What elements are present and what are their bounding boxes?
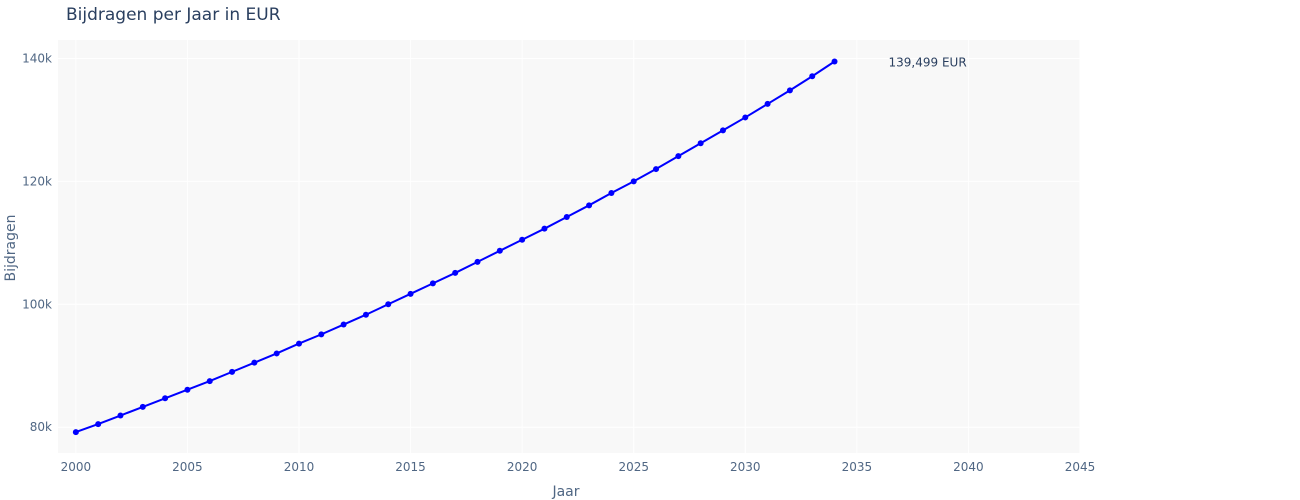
y-axis-title: Bijdragen xyxy=(3,215,19,282)
data-point xyxy=(452,269,459,276)
data-point xyxy=(675,153,682,160)
data-point xyxy=(251,359,258,366)
x-tick-label: 2005 xyxy=(172,460,203,474)
data-point xyxy=(229,368,236,375)
data-point xyxy=(586,202,593,209)
data-point xyxy=(295,340,302,347)
x-tick-label: 2010 xyxy=(284,460,315,474)
data-point xyxy=(429,280,436,287)
series-points xyxy=(72,58,838,436)
data-point xyxy=(206,378,213,385)
data-point xyxy=(162,395,169,402)
data-point xyxy=(764,100,771,107)
data-point xyxy=(72,429,79,436)
x-tick-label: 2030 xyxy=(730,460,761,474)
x-tick-label: 2025 xyxy=(618,460,649,474)
x-tick-label: 2015 xyxy=(395,460,426,474)
data-point xyxy=(184,386,191,393)
data-point xyxy=(519,236,526,243)
y-tick-label: 80k xyxy=(30,420,52,434)
data-point xyxy=(719,127,726,134)
data-point xyxy=(831,58,838,65)
data-point xyxy=(541,225,548,232)
last-value-annotation: 139,499 EUR xyxy=(889,56,967,70)
data-point xyxy=(273,350,280,357)
grid xyxy=(58,40,1081,453)
x-tick-label: 2040 xyxy=(953,460,984,474)
plot-background xyxy=(58,40,1080,453)
data-point xyxy=(742,114,749,121)
data-point xyxy=(653,166,660,173)
data-point xyxy=(786,87,793,94)
data-point xyxy=(496,247,503,254)
data-point xyxy=(385,301,392,308)
x-tick-label: 2045 xyxy=(1065,460,1096,474)
data-point xyxy=(809,73,816,80)
data-point xyxy=(117,412,124,419)
data-point xyxy=(362,311,369,318)
chart-title: Bijdragen per Jaar in EUR xyxy=(66,5,281,25)
y-axis-ticks: 80k 100k 120k 140k xyxy=(22,51,52,434)
data-point xyxy=(340,321,347,328)
data-point xyxy=(139,403,146,410)
x-tick-label: 2020 xyxy=(507,460,538,474)
data-point xyxy=(95,421,102,428)
y-tick-label: 120k xyxy=(22,174,52,188)
y-tick-label: 100k xyxy=(22,297,52,311)
data-point xyxy=(407,290,414,297)
x-tick-label: 2035 xyxy=(842,460,873,474)
data-point xyxy=(474,258,481,265)
data-point xyxy=(697,140,704,147)
data-point xyxy=(563,214,570,220)
x-axis-title: Jaar xyxy=(551,484,579,500)
y-tick-label: 140k xyxy=(22,51,52,65)
data-point xyxy=(608,190,615,197)
data-point xyxy=(318,331,325,338)
data-point xyxy=(630,178,637,185)
x-axis-ticks: 2000 2005 2010 2015 2020 2025 2030 2035 2040 2045 xyxy=(61,460,1096,474)
x-tick-label: 2000 xyxy=(61,460,92,474)
